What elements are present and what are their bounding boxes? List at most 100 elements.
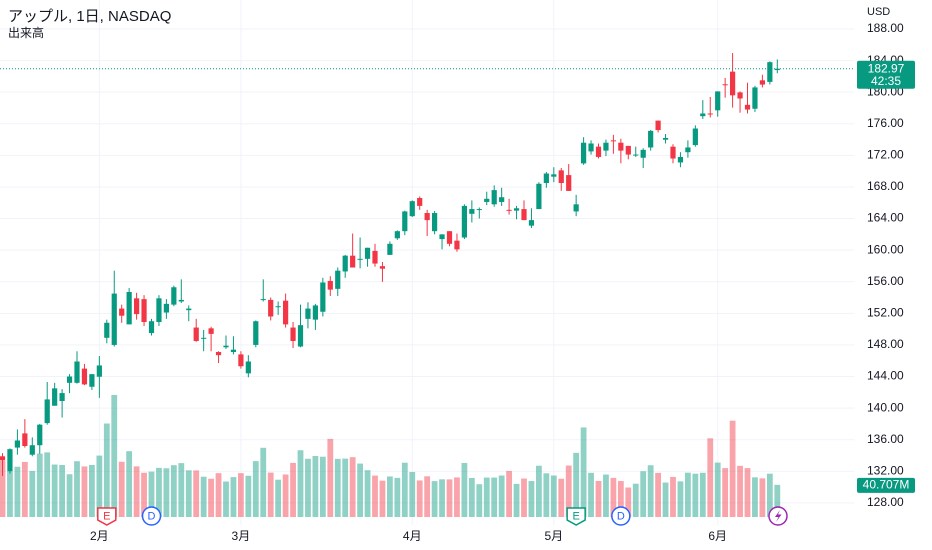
candle-body <box>752 87 758 109</box>
candle-body <box>685 147 691 153</box>
volume-bar <box>74 461 80 517</box>
candle-body <box>648 130 654 148</box>
candle-body <box>662 137 669 140</box>
candle-body <box>230 349 237 353</box>
volume-bar <box>14 466 21 517</box>
x-tick-label: 6月 <box>708 529 727 543</box>
volume-bar <box>267 472 274 517</box>
volume-bar <box>394 477 401 517</box>
volume-bar <box>230 477 237 517</box>
y-tick-label: 136.00 <box>867 432 904 446</box>
candle-body <box>379 266 386 269</box>
volume-bar <box>36 453 43 517</box>
candle-body <box>283 300 289 325</box>
event-label: D <box>148 510 156 522</box>
candle-body <box>104 322 110 338</box>
candle-body <box>208 328 214 334</box>
candle-body <box>409 201 415 217</box>
candle-body <box>364 247 371 259</box>
volume-bar <box>528 481 535 517</box>
candle-body <box>66 376 73 383</box>
candle-body <box>312 305 318 320</box>
candle-body <box>163 303 169 313</box>
x-tick-label: 2月 <box>90 529 109 543</box>
candle-body <box>521 209 527 221</box>
volume-bar <box>103 423 110 517</box>
y-tick-label: 164.00 <box>867 211 904 225</box>
candle-body <box>581 142 587 164</box>
volume-bar <box>640 471 647 517</box>
volume-bar <box>319 456 326 517</box>
x-tick-label: 3月 <box>232 529 251 543</box>
volume-bar <box>297 450 304 517</box>
volume-bar <box>632 483 639 517</box>
volume-bar <box>692 473 699 517</box>
countdown-label: 42:35 <box>871 74 901 88</box>
volume-bar <box>580 427 587 517</box>
volume-bar <box>349 457 356 517</box>
candle-body <box>670 146 676 159</box>
candle-body <box>193 327 199 341</box>
candle-body <box>268 299 274 317</box>
volume-bar <box>200 476 207 517</box>
volume-bar <box>409 471 416 517</box>
candle-body <box>722 84 728 86</box>
volume-bar <box>439 479 445 517</box>
candle-body <box>335 270 341 289</box>
y-tick-label: 152.00 <box>867 305 904 319</box>
volume-bar <box>148 471 155 517</box>
candle-body <box>432 213 438 232</box>
volume-bar <box>21 461 28 517</box>
candle-body <box>350 255 356 268</box>
dividend-marker <box>611 506 631 526</box>
volume-bar <box>238 473 244 517</box>
candle-body <box>44 399 50 424</box>
volume-bar <box>774 484 781 517</box>
volume-bar <box>208 478 214 517</box>
candle-body <box>245 361 251 374</box>
y-tick-label: 148.00 <box>867 337 904 351</box>
volume-bar <box>29 470 36 517</box>
volume-bar <box>364 470 371 517</box>
volume-bar <box>118 461 125 517</box>
candle-body <box>491 190 497 205</box>
candle-body <box>677 156 684 163</box>
candle-body <box>506 209 512 211</box>
candle-body <box>484 198 490 202</box>
y-tick-label: 128.00 <box>867 495 904 509</box>
candle-body <box>81 368 88 385</box>
volume-bar <box>141 472 147 517</box>
candle-body <box>178 299 184 302</box>
candle-body <box>528 220 535 226</box>
volume-bar <box>468 477 475 517</box>
volume-bar <box>81 466 88 517</box>
event-label: D <box>617 510 625 522</box>
candle-body <box>156 298 162 323</box>
candle-body <box>603 142 609 151</box>
volume-bar <box>610 477 617 517</box>
y-tick-label: 188.00 <box>867 21 904 35</box>
candle-body <box>223 345 229 348</box>
volume-bar <box>685 472 691 517</box>
volume-bar <box>44 452 51 517</box>
volume-bar <box>260 447 267 517</box>
volume-bar <box>282 474 289 517</box>
candle-body <box>461 205 467 238</box>
volume-bar <box>185 470 192 517</box>
candle-body <box>134 298 140 315</box>
candle-body <box>715 91 721 111</box>
y-tick-label: 172.00 <box>867 148 904 162</box>
candle-body <box>74 361 80 383</box>
last-price-label: 182.97 <box>868 61 905 75</box>
volume-bar <box>565 465 572 517</box>
candle-body <box>730 71 736 96</box>
candle-body <box>737 92 743 99</box>
volume-bar <box>498 475 505 517</box>
volume-bar <box>290 462 296 517</box>
volume-bar <box>737 465 743 517</box>
candle-body <box>297 325 304 347</box>
candle-body <box>119 308 125 316</box>
volume-bar <box>178 463 185 517</box>
volume-bar <box>603 474 609 517</box>
candle-body <box>342 255 348 272</box>
